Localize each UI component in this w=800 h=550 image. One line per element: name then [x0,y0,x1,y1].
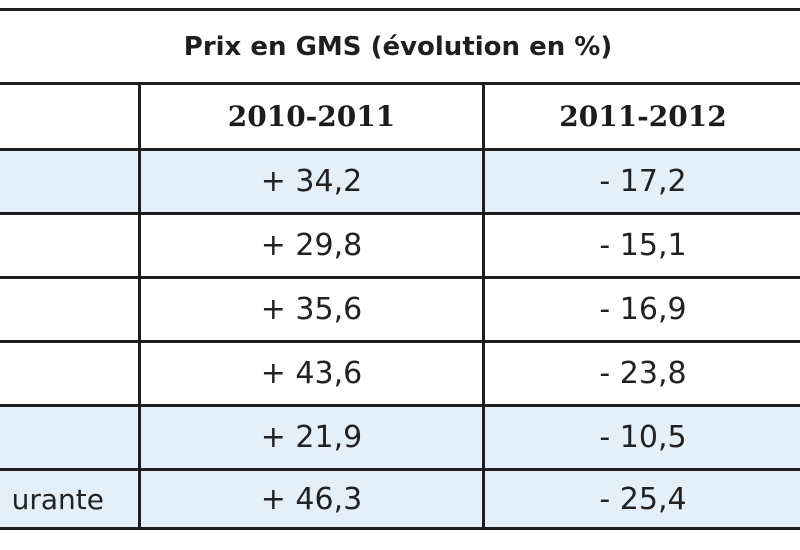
header-cell-label [0,85,141,148]
header-cell-2010-2011: 2010-2011 [141,85,485,148]
table-row: + 43,6 - 23,8 [0,343,800,407]
table-row: + 34,2 - 17,2 [0,151,800,215]
value-2010-2011: + 35,6 [141,279,485,340]
value-2010-2011: + 43,6 [141,343,485,404]
value-2011-2012: - 25,4 [485,471,800,527]
value-2011-2012: - 10,5 [485,407,800,468]
row-label [0,215,141,276]
header-cell-2011-2012: 2011-2012 [559,100,727,133]
row-label [0,151,141,212]
value-2011-2012: - 15,1 [485,215,800,276]
row-label [0,407,141,468]
table-title: Prix en GMS (évolution en %) [0,11,800,85]
value-2011-2012: - 17,2 [485,151,800,212]
price-evolution-table: Prix en GMS (évolution en %) 2010-2011 2… [0,8,800,530]
value-2011-2012: - 16,9 [485,279,800,340]
value-2010-2011: + 46,3 [141,471,485,527]
row-label: urante [0,471,141,527]
value-2010-2011: + 21,9 [141,407,485,468]
value-2011-2012: - 23,8 [485,343,800,404]
table-row: + 21,9 - 10,5 [0,407,800,471]
table-row: urante + 46,3 - 25,4 [0,471,800,527]
table-row: + 35,6 - 16,9 [0,279,800,343]
row-label [0,343,141,404]
value-2010-2011: + 34,2 [141,151,485,212]
value-2010-2011: + 29,8 [141,215,485,276]
table-row: + 29,8 - 15,1 [0,215,800,279]
table-header-row: 2010-2011 2011-2012 [0,85,800,151]
row-label [0,279,141,340]
